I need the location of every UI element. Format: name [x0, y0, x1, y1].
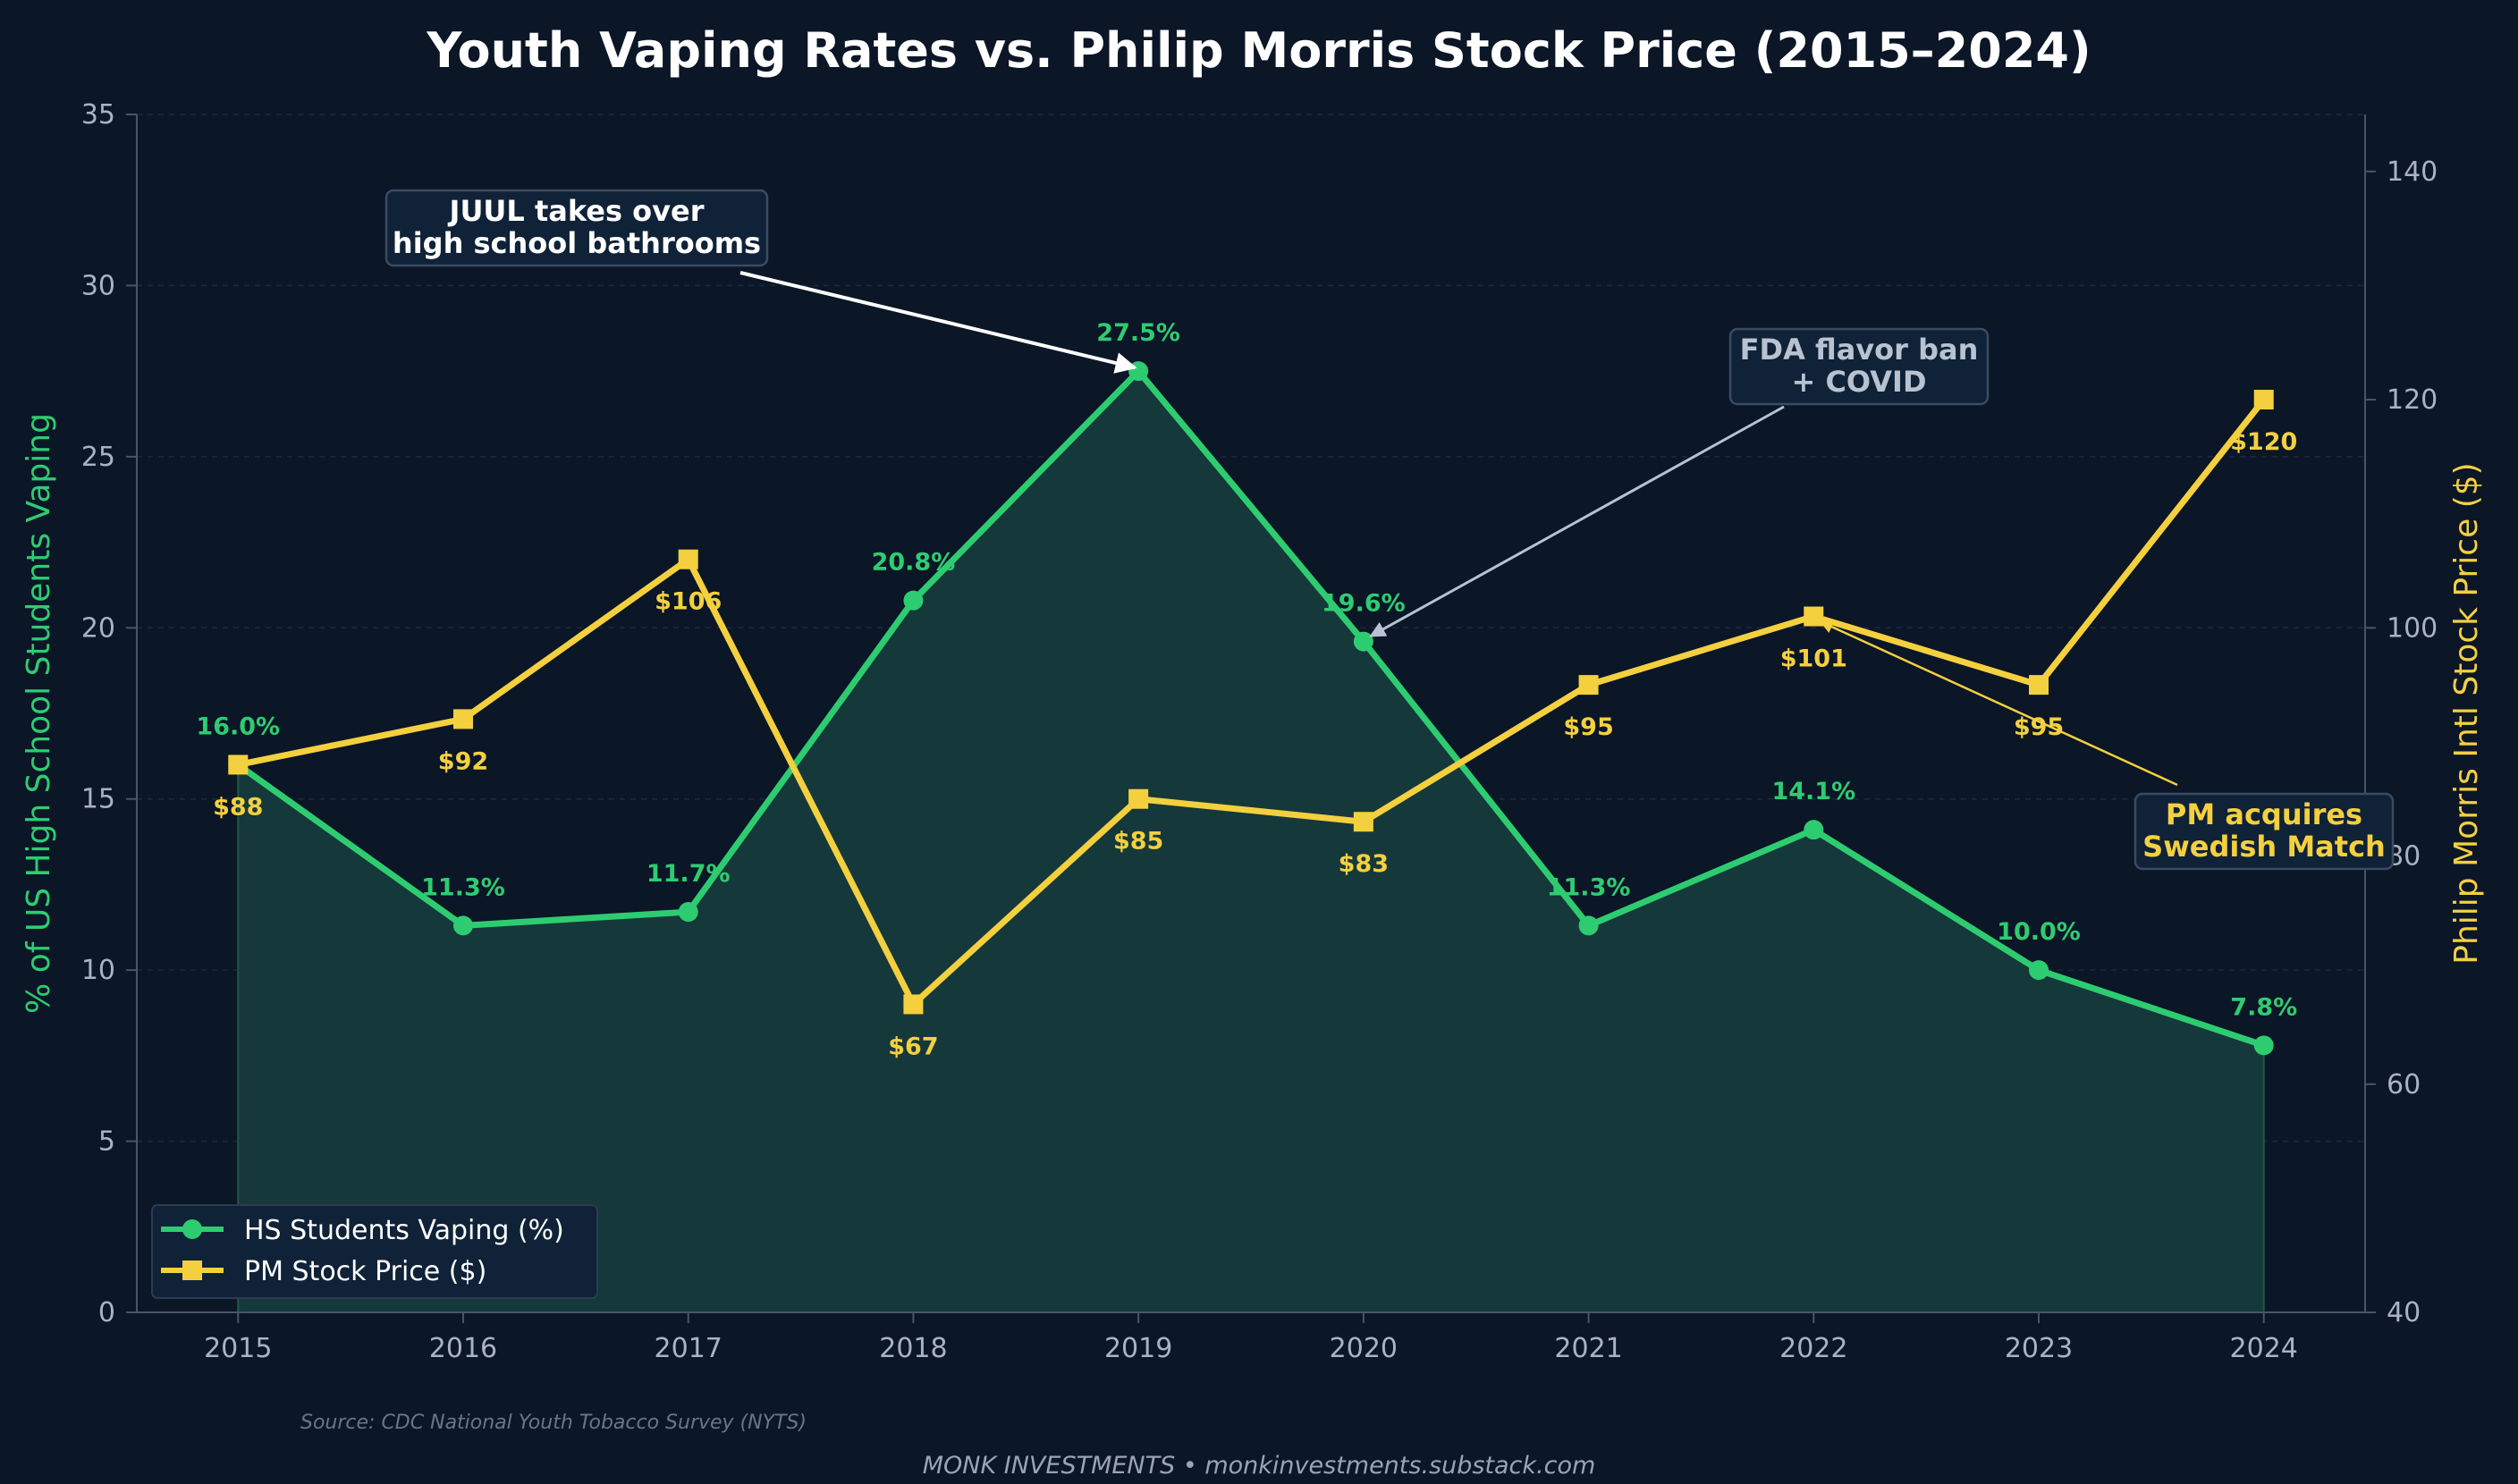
stock-point: [1804, 606, 1824, 627]
label-layer: 16.0% 11.3% 11.7% 20.8% 27.5% 19.6% 11.3% 14.1%…: [196, 319, 2297, 1060]
stock-point: [903, 994, 924, 1015]
x-tick-label: 2020: [1330, 1333, 1398, 1364]
chart-title: Youth Vaping Rates vs. Philip Morris Sto…: [426, 22, 2091, 79]
stock-data-label: $92: [438, 747, 488, 775]
x-tick-label: 2024: [2230, 1333, 2298, 1364]
left-tick-label: 0: [98, 1297, 115, 1328]
stock-point: [1128, 788, 1149, 809]
left-axis-label: % of US High School Students Vaping: [21, 413, 57, 1014]
juul-annotation-arrow: [739, 271, 1137, 374]
pm-annotation-arrow: [1819, 620, 2178, 787]
axes: [136, 114, 2366, 1313]
x-tick-label: 2023: [2005, 1333, 2073, 1364]
stock-data-label: $67: [888, 1033, 938, 1060]
left-tick-label: 15: [81, 784, 115, 815]
juul-annotation-text: high school bathrooms: [393, 226, 761, 260]
vaping-point: [1804, 820, 1824, 840]
vaping-point: [2029, 960, 2049, 981]
legend-stock-marker: [182, 1261, 202, 1280]
fda-annotation-arrow: [1369, 405, 1785, 637]
vaping-point: [1128, 361, 1149, 382]
x-tick-label: 2017: [655, 1333, 722, 1364]
vaping-area-fill: [237, 369, 2265, 1313]
fda-annotation-text: FDA flavor ban: [1740, 333, 1979, 367]
stock-data-label: $88: [213, 793, 263, 821]
right-axis-label: Philip Morris Intl Stock Price ($): [2448, 462, 2485, 964]
vaping-data-label: 16.0%: [196, 712, 280, 740]
stock-data-label: $101: [1780, 645, 1847, 673]
x-tick-label: 2018: [879, 1333, 947, 1364]
pm-annotation-box: [2134, 792, 2395, 871]
stock-data-label: $85: [1113, 828, 1163, 856]
legend-stock-label: PM Stock Price ($): [244, 1256, 486, 1287]
vaping-point: [1353, 631, 1373, 652]
legend-vaping-marker: [182, 1219, 202, 1239]
vaping-data-label: 27.5%: [1096, 319, 1180, 347]
stock-point: [228, 755, 249, 775]
left-tick-label: 35: [81, 99, 115, 131]
stock-data-label: $95: [2014, 713, 2064, 741]
right-tick-label: 60: [2387, 1069, 2421, 1100]
vaping-data-label: 10.0%: [1997, 918, 2081, 946]
stock-point: [2029, 675, 2049, 696]
x-tick-label: 2016: [429, 1333, 497, 1364]
right-tick-label: 120: [2387, 384, 2438, 416]
left-tick-label: 5: [98, 1126, 115, 1158]
vaping-data-label: 20.8%: [872, 549, 956, 577]
vaping-line: [236, 367, 2265, 1049]
right-tick-label: 40: [2387, 1297, 2421, 1328]
left-tick-label: 10: [81, 955, 115, 986]
vaping-data-label: 11.3%: [421, 873, 505, 901]
stock-line: [237, 397, 2267, 1008]
right-tick-label: 100: [2387, 612, 2438, 644]
juul-annotation-text: JUUL takes over: [448, 194, 705, 228]
left-tick-label: 20: [81, 612, 115, 644]
vaping-point: [678, 902, 698, 923]
right-tick-label: 140: [2387, 156, 2438, 188]
stock-point: [1578, 675, 1599, 696]
legend-box: [151, 1204, 598, 1299]
series-layer: [228, 361, 2274, 1056]
vaping-data-label: 11.3%: [1547, 873, 1631, 901]
pm-annotation-text: PM acquires: [2166, 797, 2362, 831]
stock-data-label: $120: [2230, 428, 2297, 456]
stock-data-label: $95: [1563, 713, 1613, 741]
vaping-point: [1578, 915, 1599, 936]
juul-annotation-box: [384, 189, 769, 267]
stock-point: [2253, 390, 2274, 410]
x-tick-label: 2019: [1104, 1333, 1172, 1364]
vaping-point: [452, 915, 473, 936]
vaping-data-label: 11.7%: [646, 860, 731, 888]
fda-annotation-text: + COVID: [1791, 365, 1926, 399]
vaping-point: [2253, 1035, 2274, 1056]
left-tick-label: 25: [81, 442, 115, 473]
left-tick-label: 30: [81, 270, 115, 301]
area-layer: [237, 369, 2265, 1313]
x-tick-label: 2015: [204, 1333, 272, 1364]
legend-vaping-label: HS Students Vaping (%): [244, 1215, 564, 1246]
fda-annotation-box: [1728, 327, 1990, 406]
source-note: Source: CDC National Youth Tobacco Surve…: [300, 1412, 807, 1434]
stock-point: [1353, 812, 1373, 832]
pm-annotation-text: Swedish Match: [2142, 830, 2386, 864]
stock-data-label: $83: [1339, 850, 1389, 878]
x-tick-label: 2022: [1779, 1333, 1847, 1364]
footer: MONK INVESTMENTS • monkinvestments.subst…: [923, 1452, 1596, 1480]
legend: HS Students Vaping (%) PM Stock Price ($…: [151, 1204, 598, 1299]
vaping-data-label: 7.8%: [2230, 993, 2297, 1021]
vaping-point: [903, 590, 924, 611]
stock-point: [452, 709, 473, 729]
vaping-data-label: 14.1%: [1771, 778, 1855, 805]
stock-data-label: $106: [655, 588, 722, 616]
stock-point: [678, 549, 698, 569]
x-tick-label: 2021: [1554, 1333, 1622, 1364]
vaping-data-label: 19.6%: [1322, 590, 1406, 618]
